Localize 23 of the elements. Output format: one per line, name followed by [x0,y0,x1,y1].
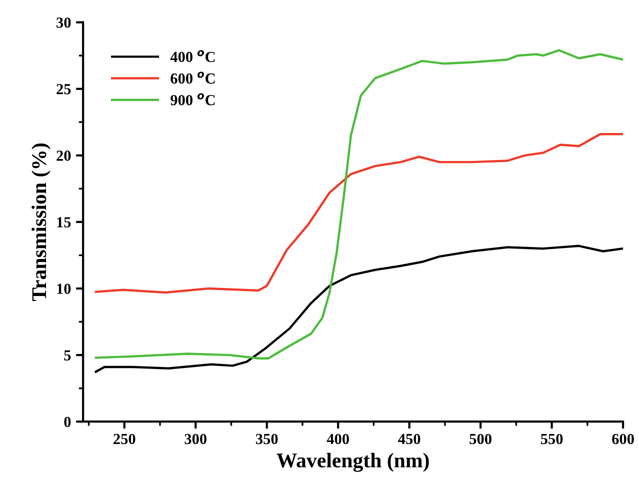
y-tick-label: 25 [56,84,71,94]
x-tick-label: 300 [184,434,206,444]
x-tick-label: 500 [470,434,492,444]
legend-label: 600 $^{o}$C [170,72,215,84]
legend-label: 900 $^{o}$C [170,93,215,106]
y-tick-label: 20 [56,150,71,161]
x-tick-label: 550 [540,434,563,444]
line-series [94,49,624,360]
y-tick-label: 30 [56,17,71,28]
x-tick-label: 250 [114,434,136,444]
y-tick-label: 10 [57,284,71,294]
y-tick-label: 0 [64,416,71,428]
x-tick-label: 350 [256,434,278,444]
y-tick-label: 15 [57,217,71,228]
legend-label: 400 $^{o}$C [170,50,215,62]
x-axis-title: Wavelength (nm) [276,452,429,472]
y-axis-title: Transmission (%) [32,143,50,302]
line-series [94,133,624,294]
x-tick-label: 400 [326,434,349,444]
line-series [94,244,624,373]
x-tick-label: 600 [612,434,634,444]
x-tick-label: 450 [398,434,420,444]
y-tick-label: 5 [64,350,71,361]
